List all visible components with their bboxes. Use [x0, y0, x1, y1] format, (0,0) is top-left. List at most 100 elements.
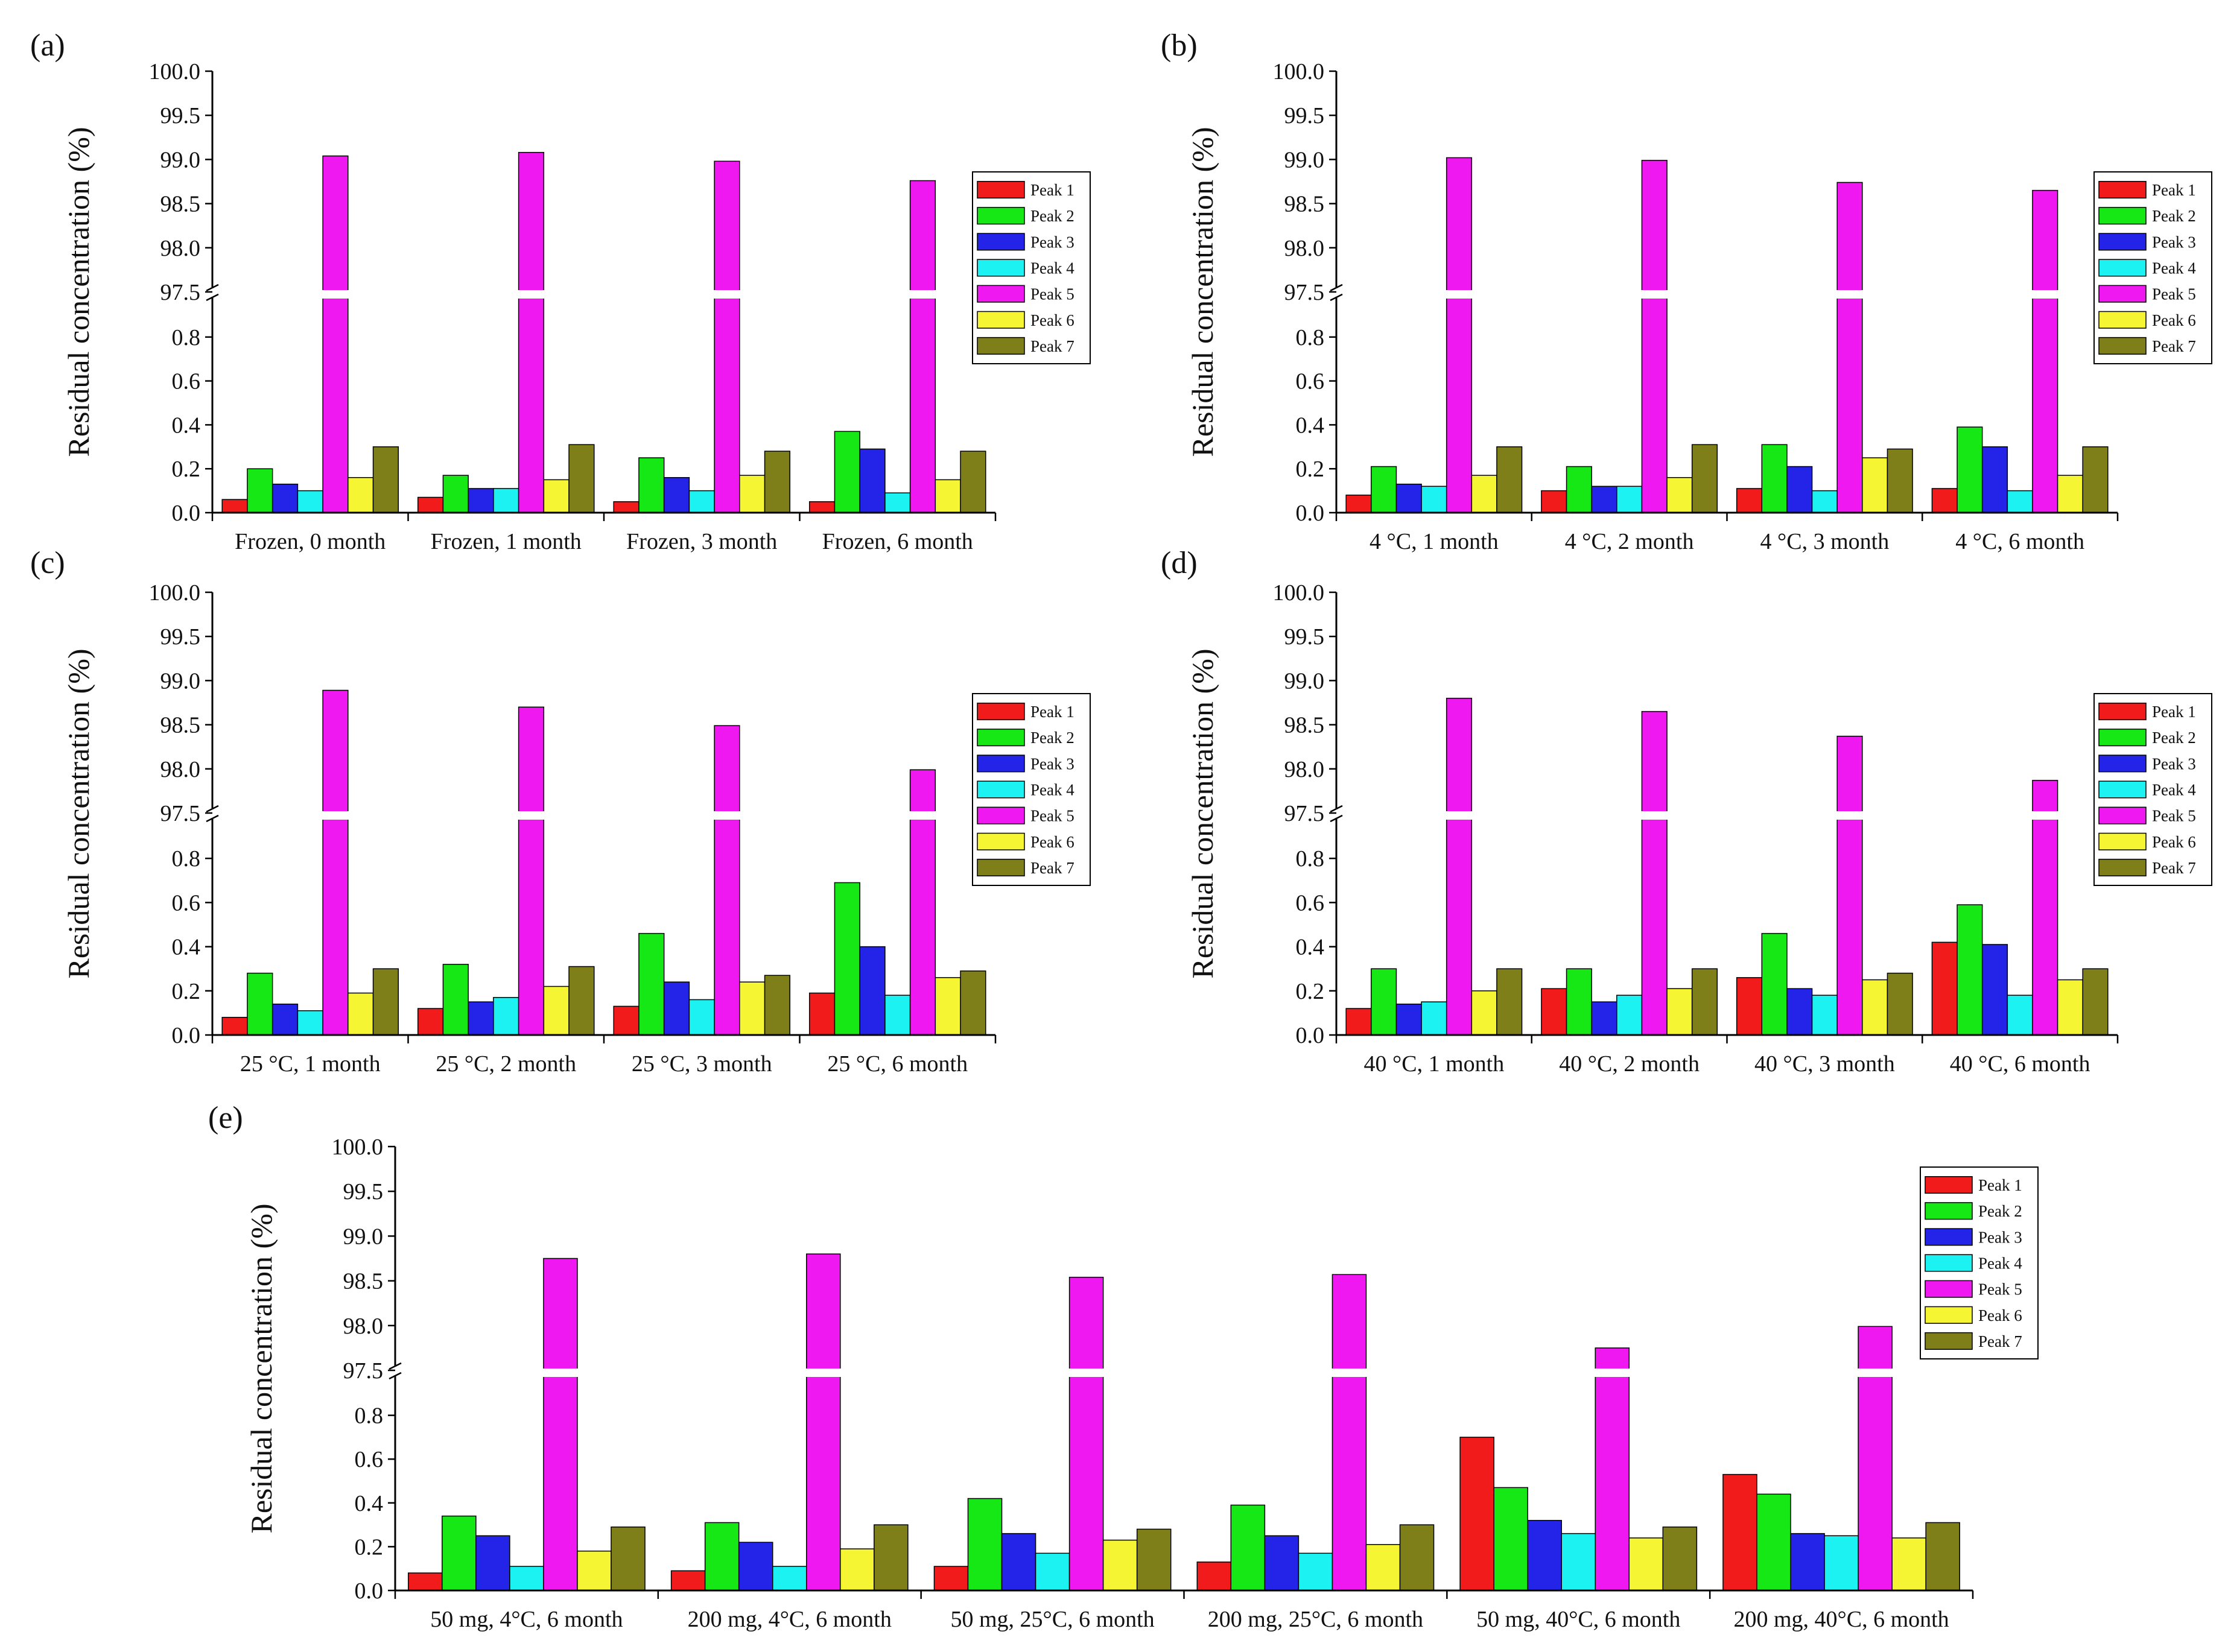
bar-4-2 [493, 488, 519, 513]
bar-3-2 [738, 1542, 773, 1591]
bar-6-1 [348, 992, 374, 1036]
bar-7-2 [568, 966, 595, 1036]
bar-7-5 [1662, 1526, 1698, 1591]
x-tick-label: 4 °C, 2 month [1565, 529, 1694, 554]
bar-2-6 [1756, 1493, 1791, 1591]
legend-swatch [1925, 1202, 1973, 1220]
x-tick-label: 40 °C, 6 month [1950, 1051, 2090, 1077]
bar-6-1 [348, 477, 374, 513]
y-tick-label: 97.5 [1284, 801, 1325, 826]
bar-2-1 [1371, 968, 1397, 1036]
legend-entry: Peak 5 [2152, 807, 2196, 825]
y-tick-label: 0.8 [1296, 846, 1325, 872]
legend-entry: Peak 4 [2152, 259, 2196, 277]
legend-swatch [977, 832, 1025, 850]
bar-6-1 [1471, 990, 1497, 1036]
bar-5-2-lower [806, 1371, 841, 1591]
legend-swatch [1925, 1176, 1973, 1194]
legend-entry: Peak 3 [1030, 233, 1074, 251]
bar-6-2 [543, 479, 570, 513]
bar-5-2-lower [1641, 293, 1668, 513]
x-tick-label: 50 mg, 4°C, 6 month [430, 1607, 623, 1632]
bar-5-2-lower [518, 814, 545, 1036]
y-tick-label: 98.5 [1284, 192, 1325, 217]
bar-7-2 [1691, 968, 1718, 1036]
legend-entry: Peak 5 [1030, 807, 1074, 825]
bar-1-3 [1736, 977, 1763, 1036]
bar-7-2 [568, 444, 595, 513]
bar-3-2 [1591, 486, 1617, 513]
legend-swatch [2098, 207, 2147, 225]
axis-break-mark [1330, 283, 1343, 292]
bar-break-gap [1444, 290, 1474, 299]
bar-4-3 [1811, 490, 1838, 513]
bar-4-3 [1811, 995, 1838, 1036]
bar-5-4-lower [909, 814, 936, 1036]
bar-5-2-upper [1641, 160, 1668, 293]
x-tick-label: Frozen, 0 month [235, 529, 386, 554]
bar-4-4 [2007, 995, 2033, 1036]
bar-7-1 [1496, 968, 1523, 1036]
bar-6-2 [1666, 477, 1693, 513]
axis-break-mark [206, 814, 219, 823]
y-tick-label: 97.5 [1284, 280, 1325, 305]
y-tick-label: 0.6 [1296, 890, 1325, 916]
chart-panel-c: (c) Residual concentration (%) 97.5 98.0 98.… [30, 546, 1091, 1077]
y-tick-label: 98.5 [160, 713, 201, 738]
x-tick-label: 40 °C, 2 month [1559, 1051, 1700, 1077]
bar-6-3 [739, 475, 766, 513]
legend-entry: Peak 1 [1978, 1176, 2022, 1194]
bar-7-3 [1887, 972, 1913, 1036]
bar-5-1-upper [1446, 157, 1473, 293]
bar-4-4 [1298, 1552, 1333, 1591]
bar-1-6 [1722, 1473, 1757, 1591]
bar-3-1 [271, 1004, 299, 1036]
bar-6-4 [2057, 475, 2083, 513]
bar-2-2 [1566, 466, 1592, 513]
bar-break-gap [1640, 811, 1669, 820]
bar-5-2-upper [806, 1253, 841, 1371]
bar-5-4-upper [1332, 1274, 1367, 1371]
bar-5-4-upper [2032, 189, 2058, 293]
y-tick-label: 99.5 [160, 103, 201, 128]
bar-7-1 [372, 968, 399, 1036]
bar-break-gap [1330, 1369, 1368, 1377]
bar-6-3 [1862, 979, 1888, 1036]
y-tick-label: 97.5 [160, 280, 201, 305]
bar-5-4-lower [2032, 293, 2058, 513]
legend-entry: Peak 5 [1030, 285, 1074, 303]
legend-swatch [1925, 1228, 1973, 1246]
bar-1-1 [1345, 1008, 1372, 1036]
legend-entry: Peak 3 [2152, 233, 2196, 251]
bar-3-3 [1786, 466, 1813, 513]
bar-6-4 [2057, 979, 2083, 1036]
bar-1-2 [417, 496, 444, 513]
y-tick-label: 0.0 [355, 1578, 384, 1604]
bar-break-gap [516, 290, 546, 299]
legend-entry: Peak 3 [1030, 755, 1074, 773]
bar-3-3 [1786, 988, 1813, 1036]
legend-swatch [977, 806, 1025, 824]
bar-5-2-lower [518, 293, 545, 513]
x-tick-label: 25 °C, 6 month [827, 1051, 968, 1077]
legend-swatch [2098, 311, 2147, 329]
legend-entry: Peak 6 [1978, 1306, 2022, 1324]
axis-break-mark [1330, 293, 1343, 302]
y-tick-label: 0.8 [1296, 325, 1325, 350]
y-tick-label: 100.0 [1273, 59, 1325, 84]
axis-break-mark [1330, 814, 1343, 823]
y-tick-label: 99.5 [160, 624, 201, 650]
legend-entry: Peak 5 [2152, 285, 2196, 303]
bar-5-1-upper [322, 155, 349, 293]
bar-1-4 [1931, 942, 1958, 1036]
bar-4-4 [2007, 490, 2033, 513]
bar-1-4 [808, 501, 836, 513]
bar-6-4 [935, 479, 961, 513]
bar-6-4 [1365, 1544, 1401, 1591]
bar-6-1 [577, 1550, 612, 1591]
bar-3-4 [1981, 944, 2008, 1036]
bar-5-3-lower [1068, 1371, 1104, 1591]
bar-break-gap [2030, 811, 2060, 820]
legend-swatch [977, 729, 1025, 747]
y-tick-label: 0.4 [355, 1491, 384, 1516]
